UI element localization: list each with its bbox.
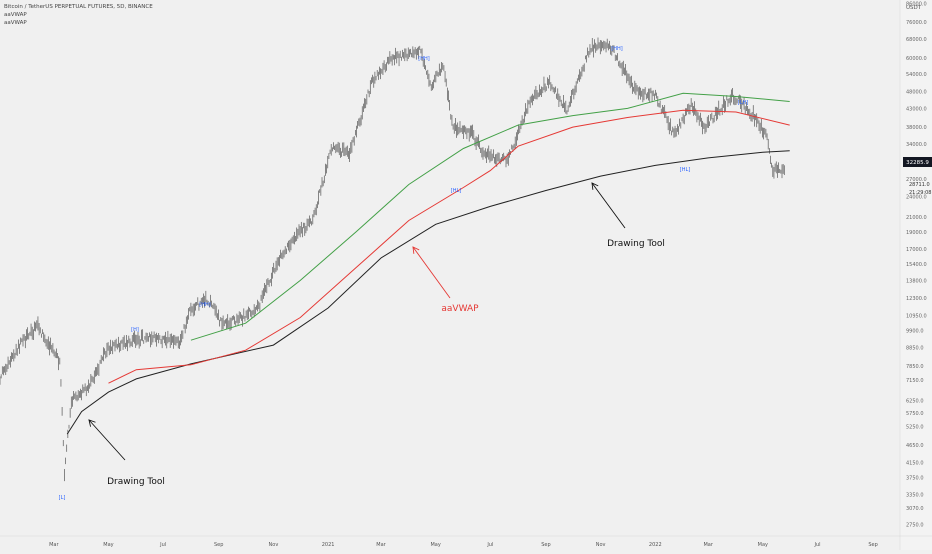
- x-tick-label: May: [758, 542, 768, 548]
- price-tag-label: 28711.0: [909, 182, 930, 188]
- swing-anchor-label: [LH]: [738, 100, 748, 106]
- y-tick-label: 8850.0: [906, 346, 924, 352]
- annotation-arrow-head: [591, 182, 599, 190]
- swing-anchor-label: [HH]: [611, 46, 622, 52]
- indicator-label-1: aaVWAP: [4, 12, 27, 18]
- y-tick-label: 13800.0: [906, 278, 927, 284]
- annotation-arrow[interactable]: [412, 246, 451, 299]
- y-tick-label: 12300.0: [906, 296, 927, 302]
- x-tick-label: Jul: [814, 542, 821, 548]
- y-axis-unit: USDT: [906, 5, 922, 11]
- annotation-arrow-head: [412, 246, 420, 254]
- y-tick-label: 17000.0: [906, 247, 927, 253]
- x-tick-label: Nov: [269, 542, 279, 548]
- x-tick-label: Jul: [159, 542, 166, 548]
- y-tick-label: 10950.0: [906, 313, 927, 319]
- current-price-value: 32285.9: [906, 160, 929, 166]
- x-tick-label: Mar: [376, 542, 386, 548]
- y-tick-label: 3070.0: [906, 506, 924, 512]
- y-tick-label: 24000.0: [906, 195, 927, 201]
- vwap-line-black[interactable]: [66, 150, 790, 435]
- y-tick-label: 43000.0: [906, 106, 927, 112]
- price-bars[interactable]: [0, 37, 785, 482]
- y-tick-label: 86000.0: [906, 1, 927, 7]
- y-tick-label: 5250.0: [906, 425, 924, 431]
- swing-anchor-label: [H]: [131, 327, 139, 333]
- x-tick-label: 2022: [649, 542, 662, 548]
- y-tick-label: 4150.0: [906, 460, 924, 466]
- x-tick-label: May: [103, 542, 113, 548]
- y-tick-label: 6250.0: [906, 398, 924, 404]
- x-tick-label: Nov: [596, 542, 606, 548]
- y-tick-label: 2750.0: [906, 523, 924, 529]
- chart-header: Bitcoin / TetherUS PERPETUAL FUTURES, 5D…: [4, 3, 153, 27]
- y-tick-label: 7850.0: [906, 364, 924, 370]
- y-tick-label: 68000.0: [906, 37, 927, 43]
- x-tick-label: Sep: [868, 542, 877, 548]
- y-tick-label: 38000.0: [906, 125, 927, 131]
- y-tick-label: 5750.0: [906, 411, 924, 417]
- x-tick-label: Sep: [541, 542, 550, 548]
- y-tick-label: 21000.0: [906, 215, 927, 221]
- swing-anchor-label: [HH]: [199, 302, 210, 308]
- y-tick-label: 19000.0: [906, 230, 927, 236]
- x-tick-label: Jul: [486, 542, 493, 548]
- y-tick-label: 3750.0: [906, 476, 924, 482]
- y-tick-label: 9900.0: [906, 329, 924, 335]
- current-price-tag[interactable]: [903, 157, 932, 167]
- price-axis-panel[interactable]: [900, 0, 932, 550]
- swing-anchor-label: [L]: [59, 495, 66, 501]
- y-tick-label: 3350.0: [906, 493, 924, 499]
- y-tick-label: 60000.0: [906, 56, 927, 62]
- y-tick-label: 76000.0: [906, 20, 927, 26]
- y-tick-label: 4650.0: [906, 443, 924, 449]
- x-tick-label: Mar: [703, 542, 713, 548]
- annotation-arrow[interactable]: [88, 419, 126, 461]
- vwap-line-red[interactable]: [108, 109, 790, 384]
- indicator-label-2: aaVWAP: [4, 20, 27, 26]
- y-tick-label: 27000.0: [906, 177, 927, 183]
- annotation-label: aaVWAP: [441, 304, 479, 314]
- symbol-title: Bitcoin / TetherUS PERPETUAL FUTURES, 5D…: [4, 4, 153, 10]
- annotation-label: Drawing Tool: [607, 239, 665, 249]
- swing-anchor-label: [HL]: [680, 167, 690, 173]
- swing-anchor-label: [HH]: [418, 56, 429, 62]
- y-tick-label: 54000.0: [906, 72, 927, 78]
- price-tag-label: 21:29:08: [909, 190, 931, 196]
- y-tick-label: 15400.0: [906, 262, 927, 268]
- x-tick-label: Mar: [49, 542, 59, 548]
- swing-anchor-label: [HL]: [451, 188, 461, 194]
- annotation-arrow-head: [88, 419, 96, 427]
- annotation-label: Drawing Tool: [107, 477, 165, 487]
- x-tick-label: Sep: [214, 542, 223, 548]
- x-tick-label: 2021: [322, 542, 335, 548]
- x-tick-label: May: [430, 542, 440, 548]
- y-tick-label: 7150.0: [906, 378, 924, 384]
- annotation-arrow[interactable]: [591, 182, 626, 229]
- vwap-line-green[interactable]: [190, 92, 790, 341]
- y-tick-label: 48000.0: [906, 90, 927, 96]
- y-tick-label: 34000.0: [906, 142, 927, 148]
